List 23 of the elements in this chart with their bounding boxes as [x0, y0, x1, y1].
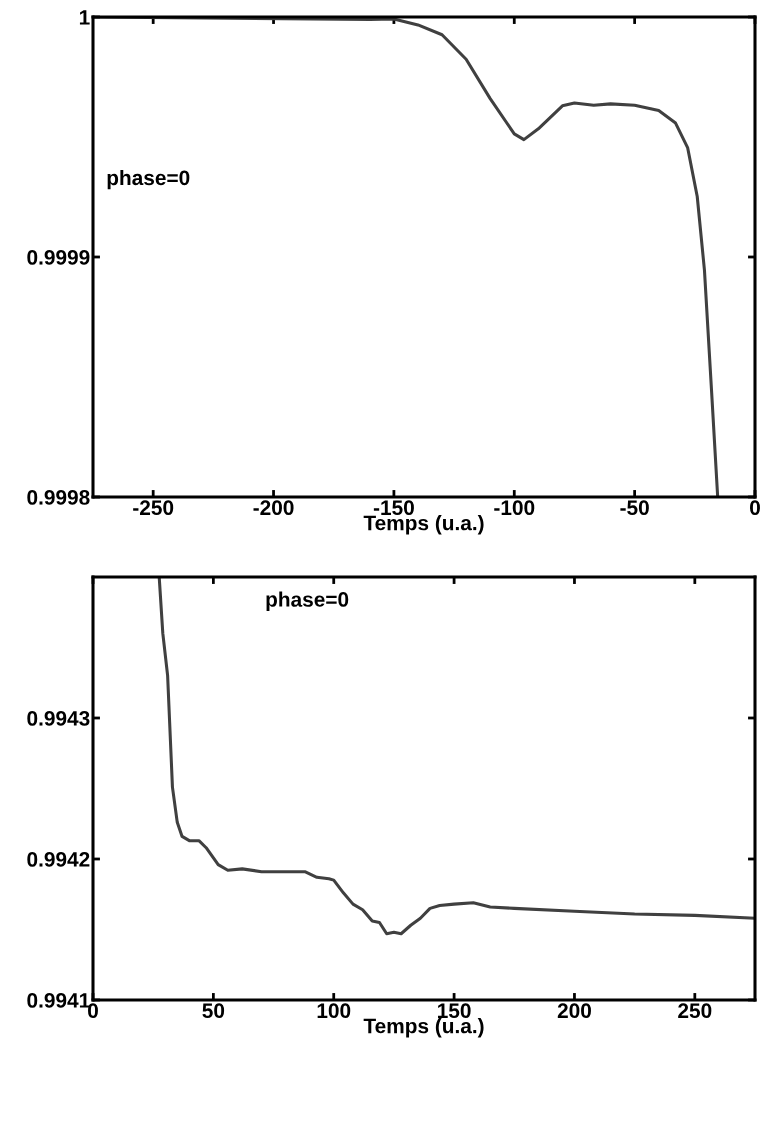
- annotation: phase=0: [107, 169, 190, 190]
- y-tick-label: 0.9941: [27, 993, 90, 1008]
- x-tick-label: 100: [317, 1003, 351, 1019]
- x-tick-label: -200: [253, 500, 294, 516]
- x-tick-label: -50: [620, 500, 649, 516]
- x-tick-label: 250: [678, 1003, 712, 1019]
- x-tick-label: -100: [494, 500, 535, 516]
- x-tick-label: 50: [202, 1003, 225, 1019]
- x-tick-label: 0: [750, 500, 760, 516]
- x-axis-title: Temps (u.a.): [363, 515, 484, 535]
- y-tick-label: 0.9998: [27, 490, 90, 505]
- line-series: [157, 577, 755, 936]
- x-tick-label: 200: [557, 1003, 591, 1019]
- x-axis-title: Temps (u.a.): [363, 1018, 484, 1038]
- annotation: phase=0: [266, 591, 349, 611]
- x-tick-label: -250: [133, 500, 174, 516]
- y-tick-label: 0.9942: [27, 852, 90, 867]
- y-tick-label: 1: [79, 10, 90, 25]
- x-tick-label: -150: [373, 500, 414, 516]
- x-tick-label: 0: [88, 1003, 98, 1019]
- y-tick-label: 0.9999: [27, 250, 90, 265]
- y-tick-label: 0.9943: [27, 711, 90, 726]
- x-tick-label: 150: [438, 1003, 471, 1019]
